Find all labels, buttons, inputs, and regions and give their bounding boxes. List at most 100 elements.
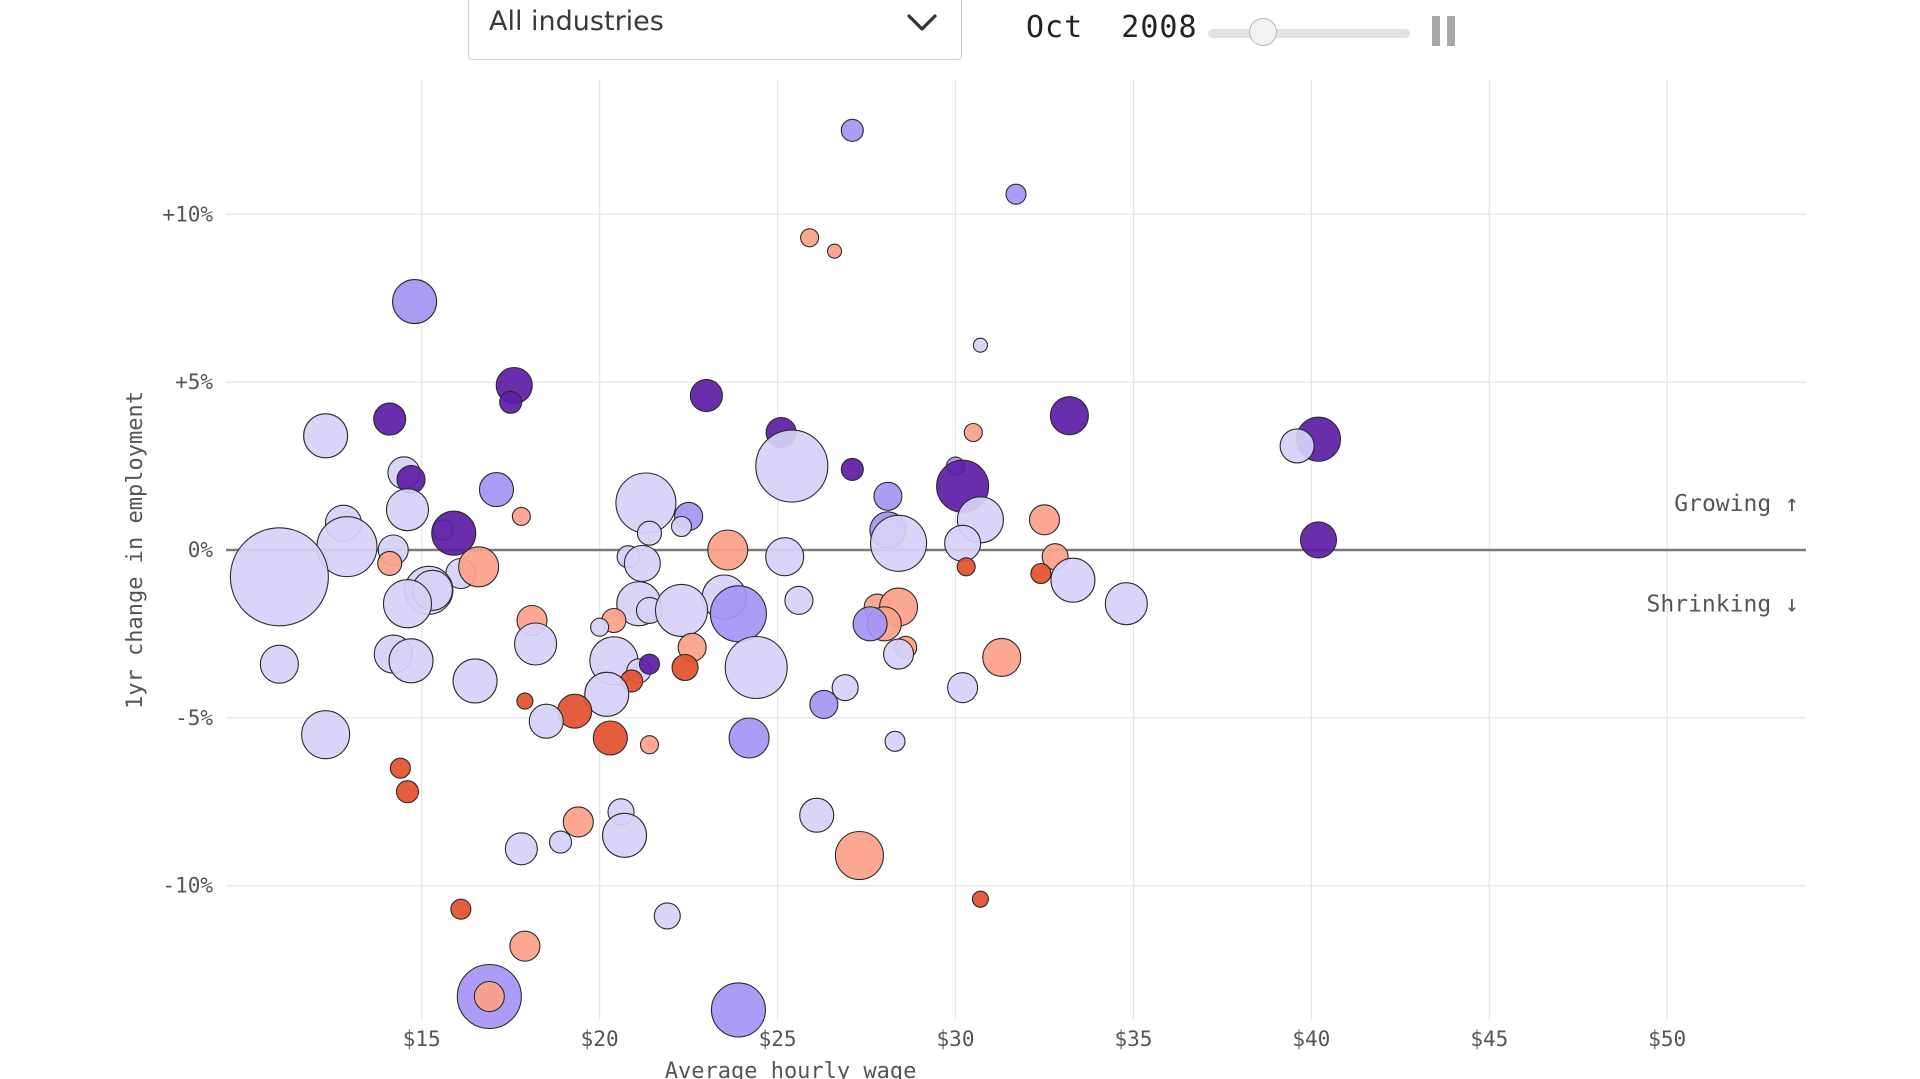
data-point bbox=[377, 550, 403, 576]
data-point bbox=[1049, 396, 1089, 436]
data-points bbox=[229, 118, 1342, 1038]
data-point bbox=[458, 546, 500, 588]
data-point bbox=[654, 583, 709, 637]
date-label: Oct 2008 bbox=[1026, 10, 1198, 45]
data-point bbox=[840, 118, 864, 142]
data-point bbox=[548, 830, 573, 854]
data-point bbox=[636, 520, 663, 546]
data-point bbox=[504, 832, 538, 866]
data-point bbox=[724, 635, 788, 700]
data-point bbox=[584, 671, 630, 717]
y-tick-label: -5% bbox=[175, 706, 213, 730]
data-point bbox=[452, 658, 498, 704]
data-point bbox=[602, 812, 648, 858]
annotation-label: Shrinking ↓ bbox=[1647, 592, 1799, 618]
data-point bbox=[431, 510, 477, 556]
data-point bbox=[389, 757, 411, 779]
data-point bbox=[852, 606, 888, 642]
data-point bbox=[834, 830, 884, 881]
data-point bbox=[947, 672, 979, 704]
data-point bbox=[388, 638, 434, 684]
data-point bbox=[528, 703, 564, 739]
data-point bbox=[229, 527, 329, 627]
x-tick-label: $25 bbox=[759, 1027, 797, 1051]
data-point bbox=[1299, 521, 1338, 559]
data-point bbox=[1279, 428, 1315, 464]
data-point bbox=[1028, 504, 1061, 536]
data-point bbox=[944, 524, 982, 562]
data-point bbox=[710, 982, 766, 1038]
industry-select-value: All industries bbox=[489, 6, 664, 37]
data-point bbox=[884, 730, 906, 752]
data-point bbox=[301, 710, 351, 760]
data-point bbox=[870, 514, 928, 572]
data-point bbox=[765, 537, 805, 577]
annotations: Growing ↑ Shrinking ↓ bbox=[1647, 491, 1799, 618]
slider-track[interactable] bbox=[1208, 29, 1410, 38]
data-point bbox=[638, 653, 661, 675]
data-point bbox=[809, 689, 839, 719]
data-point bbox=[800, 228, 820, 248]
data-point bbox=[373, 402, 407, 436]
data-point bbox=[963, 422, 983, 443]
y-axis-title: 1yr change in employment bbox=[123, 391, 148, 709]
data-point bbox=[840, 457, 864, 481]
data-point bbox=[831, 674, 859, 702]
data-point bbox=[709, 585, 767, 643]
y-tick-label: +10% bbox=[162, 202, 213, 226]
data-point bbox=[689, 379, 723, 413]
y-tick-label: +5% bbox=[175, 370, 213, 394]
data-point bbox=[516, 692, 534, 710]
data-point bbox=[670, 515, 693, 538]
data-point bbox=[755, 429, 829, 503]
data-point bbox=[1030, 562, 1052, 585]
data-point bbox=[1104, 582, 1148, 626]
chevron-down-icon bbox=[907, 14, 937, 31]
x-tick-label: $15 bbox=[403, 1027, 441, 1051]
x-axis-title: Average hourly wage bbox=[665, 1059, 917, 1079]
data-point bbox=[971, 890, 989, 908]
data-point bbox=[592, 720, 628, 756]
x-tick-label: $45 bbox=[1470, 1027, 1508, 1051]
pause-icon[interactable] bbox=[1432, 16, 1458, 48]
data-point bbox=[1050, 557, 1096, 603]
date-slider[interactable] bbox=[1208, 18, 1410, 48]
data-point bbox=[728, 717, 770, 759]
data-point bbox=[873, 481, 903, 511]
data-point bbox=[972, 337, 988, 353]
data-point bbox=[799, 797, 835, 833]
data-point bbox=[590, 617, 610, 637]
data-point bbox=[259, 644, 299, 684]
data-point bbox=[499, 390, 523, 414]
data-point bbox=[956, 557, 976, 577]
controls-bar: All industries Oct 2008 bbox=[0, 0, 1920, 70]
industry-select[interactable]: All industries bbox=[468, 0, 962, 60]
data-point bbox=[511, 506, 531, 526]
y-tick-label: -10% bbox=[162, 874, 213, 898]
data-point bbox=[982, 637, 1022, 677]
data-point bbox=[392, 279, 438, 325]
x-tick-label: $50 bbox=[1648, 1027, 1686, 1051]
data-point bbox=[784, 585, 814, 615]
data-point bbox=[478, 472, 515, 508]
data-point bbox=[514, 622, 558, 666]
data-point bbox=[473, 980, 505, 1013]
pause-bar-left bbox=[1432, 16, 1440, 46]
data-point bbox=[385, 488, 430, 532]
data-point bbox=[1005, 183, 1027, 205]
data-point bbox=[671, 653, 699, 682]
x-tick-label: $20 bbox=[581, 1027, 619, 1051]
data-point bbox=[653, 902, 681, 930]
data-point bbox=[639, 735, 660, 755]
data-point bbox=[623, 544, 661, 582]
data-point bbox=[883, 638, 915, 670]
y-tick-label: 0% bbox=[188, 538, 214, 562]
data-point bbox=[450, 898, 472, 920]
x-tick-label: $30 bbox=[937, 1027, 975, 1051]
data-point bbox=[303, 413, 349, 459]
slider-thumb[interactable] bbox=[1248, 18, 1277, 46]
data-point bbox=[509, 930, 541, 962]
data-point bbox=[382, 579, 433, 629]
data-point bbox=[395, 780, 420, 804]
